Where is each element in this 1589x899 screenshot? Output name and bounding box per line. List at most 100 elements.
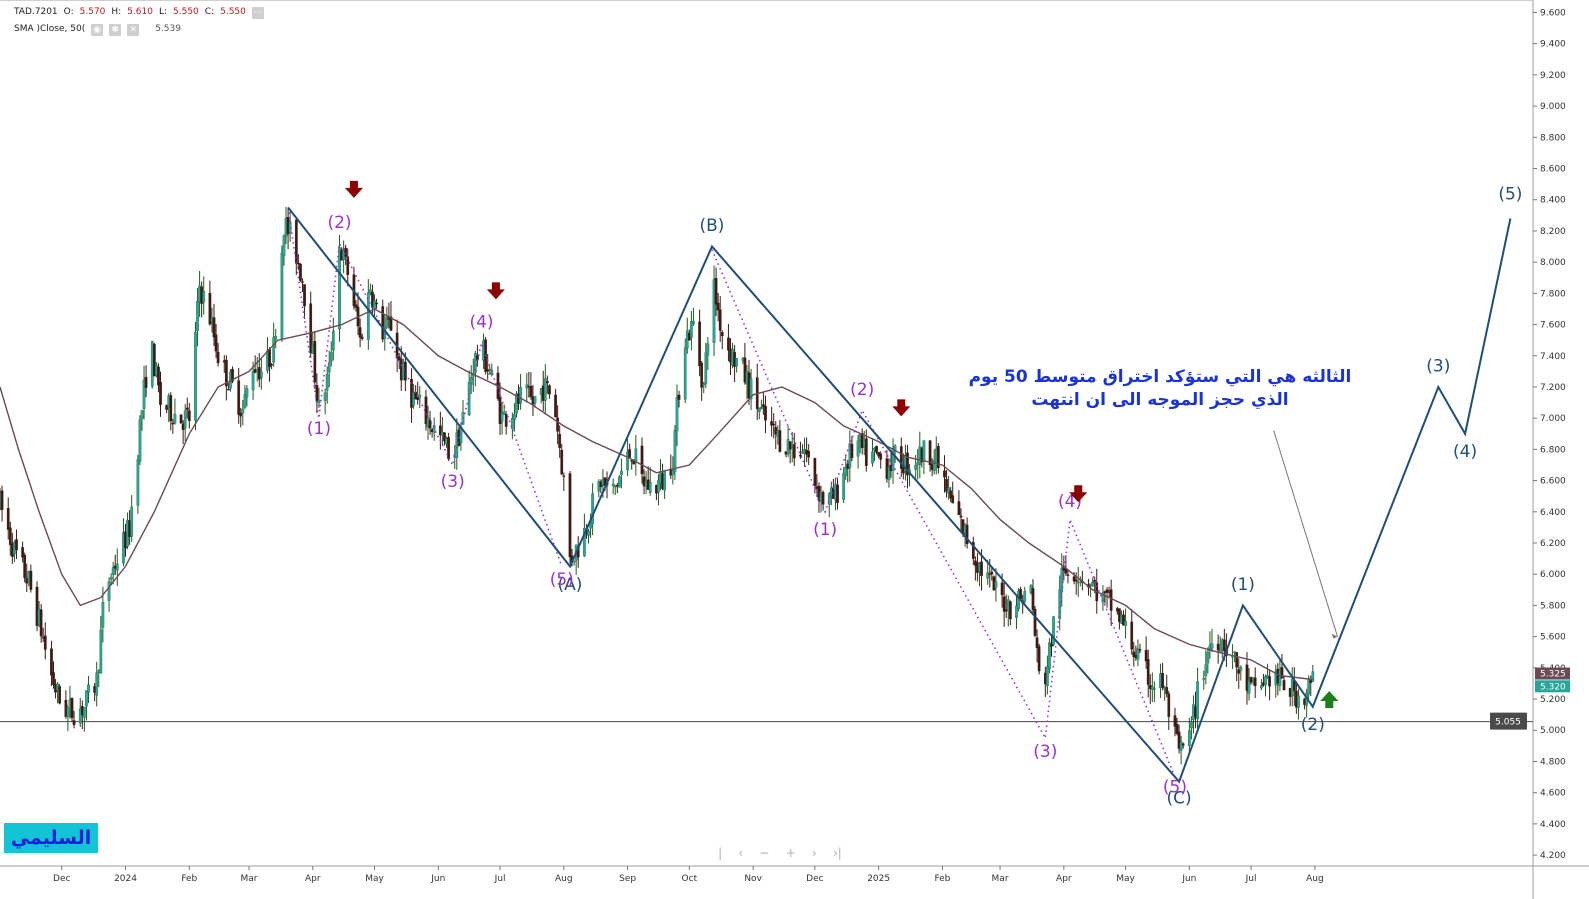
candle-down <box>270 364 273 366</box>
candle-up <box>1307 679 1311 695</box>
y-tick-label: 8.600 <box>1540 165 1566 175</box>
x-tick-label: Apr <box>305 874 321 884</box>
candle-down <box>1165 687 1169 695</box>
candle-down <box>35 586 39 626</box>
zoom-in-icon[interactable]: + <box>785 846 796 860</box>
candle-down <box>778 430 782 452</box>
candle-up <box>914 465 918 470</box>
candle-down <box>714 278 718 305</box>
high-label: H: <box>111 7 122 17</box>
nav-right-icon[interactable]: › <box>811 846 817 860</box>
candle-down <box>556 417 559 432</box>
nav-left-icon[interactable]: ‹ <box>738 846 744 860</box>
candle-down <box>949 490 953 499</box>
close-icon[interactable]: ✕ <box>127 23 140 36</box>
candle-up <box>500 413 504 422</box>
candle-down <box>959 515 963 518</box>
candle-down <box>439 425 442 436</box>
candle-up <box>366 292 370 340</box>
x-tick-label: 2025 <box>867 874 890 884</box>
candle-up <box>1204 664 1208 677</box>
candle-up <box>1202 678 1206 680</box>
eye-icon[interactable]: ◉ <box>91 23 104 36</box>
candle-up <box>513 414 516 420</box>
candle-down <box>239 412 243 417</box>
sma-50-line <box>0 308 1313 681</box>
candle-down <box>1161 672 1164 688</box>
high-value: 5.610 <box>127 7 153 17</box>
candle-up <box>109 576 113 580</box>
candle-up <box>1190 721 1193 729</box>
nav-end-icon[interactable]: ›| <box>833 846 842 860</box>
candle-up <box>490 370 494 374</box>
candle-up <box>1091 581 1094 587</box>
candle-up <box>272 337 276 363</box>
annotation-pointer-head <box>1331 633 1338 639</box>
candle-down <box>227 389 230 391</box>
candle-up <box>1210 643 1214 649</box>
y-tick-label: 9.000 <box>1540 102 1566 112</box>
y-tick-label: 5.200 <box>1540 695 1566 705</box>
ellipsis-icon[interactable]: ⋯ <box>251 6 264 19</box>
wave-label: (1) <box>1231 575 1255 595</box>
candle-up <box>274 336 278 340</box>
x-tick-label: Aug <box>1306 874 1324 884</box>
candle-down <box>39 609 43 637</box>
candle-down <box>70 697 74 718</box>
candle-down <box>813 458 817 486</box>
y-tick-label: 6.600 <box>1540 477 1566 487</box>
candle-up <box>327 362 331 373</box>
y-tick-label: 7.000 <box>1540 414 1566 424</box>
candle-down <box>698 321 701 367</box>
candle-up <box>692 321 695 324</box>
candle-down <box>52 672 55 685</box>
candle-up <box>1046 666 1049 686</box>
wave-label: (4) <box>1453 442 1477 462</box>
candle-up <box>1124 621 1127 626</box>
candle-down <box>770 421 773 426</box>
candle-down <box>21 547 24 558</box>
candle-down <box>504 413 508 427</box>
candle-up <box>194 332 197 421</box>
candle-up <box>196 301 199 332</box>
candle-up <box>634 448 638 463</box>
candle-down <box>1132 651 1136 657</box>
axis-price-tag: 5.320 <box>1540 682 1566 692</box>
candle-down <box>375 302 378 305</box>
gear-icon[interactable]: ✱ <box>109 23 122 36</box>
candle-up <box>1196 681 1199 720</box>
nav-start-icon[interactable]: | <box>718 846 723 860</box>
candle-down <box>807 451 811 458</box>
candle-up <box>1247 679 1251 694</box>
candle-up <box>142 379 146 409</box>
candle-down <box>727 337 730 351</box>
candle-down <box>358 327 362 338</box>
candle-down <box>231 368 234 382</box>
candle-down <box>346 256 350 275</box>
candle-down <box>187 410 191 421</box>
candle-up <box>760 407 763 410</box>
candle-down <box>1109 589 1113 611</box>
candle-up <box>369 289 372 294</box>
candle-down <box>850 443 854 459</box>
candle-up <box>245 388 249 398</box>
candle-down <box>628 449 632 458</box>
wave-label: (1) <box>813 520 837 540</box>
candle-up <box>663 471 666 491</box>
y-tick-label: 9.600 <box>1540 8 1566 18</box>
chart-legend: TAD.7201 O: 5.570 H: 5.610 L: 5.550 C: 5… <box>14 4 264 38</box>
zoom-out-icon[interactable]: − <box>759 846 770 860</box>
candle-down <box>301 281 304 283</box>
candle-up <box>78 708 82 724</box>
candle-up <box>107 581 111 601</box>
candle-up <box>671 470 675 475</box>
wave-label: (2) <box>327 213 351 233</box>
candle-down <box>15 539 18 551</box>
candle-up <box>202 291 206 303</box>
candle-down <box>720 332 724 337</box>
sell-arrow-icon <box>1069 485 1088 503</box>
candle-down <box>899 446 903 469</box>
y-tick-label: 6.200 <box>1540 539 1566 549</box>
